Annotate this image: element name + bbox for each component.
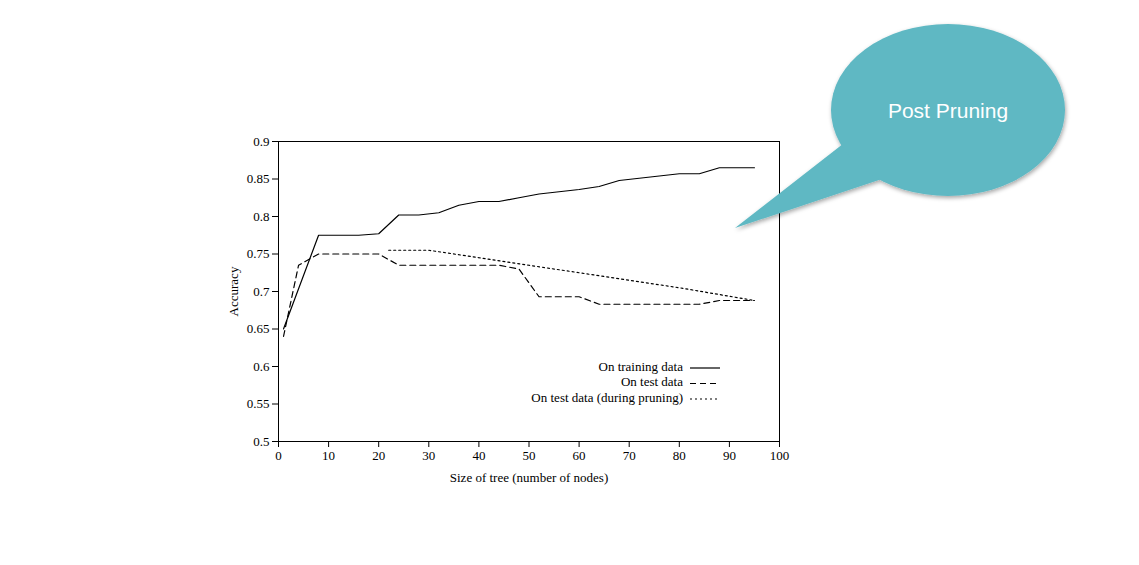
svg-text:Size of tree (number of nodes): Size of tree (number of nodes): [450, 470, 608, 485]
svg-text:On test data: On test data: [621, 374, 683, 389]
svg-text:0.75: 0.75: [247, 246, 270, 261]
svg-text:40: 40: [472, 448, 485, 463]
svg-text:0.55: 0.55: [247, 396, 270, 411]
svg-text:0.5: 0.5: [253, 434, 269, 449]
svg-text:20: 20: [372, 448, 385, 463]
svg-text:60: 60: [573, 448, 586, 463]
svg-text:10: 10: [322, 448, 335, 463]
svg-text:0.7: 0.7: [253, 284, 270, 299]
svg-text:90: 90: [723, 448, 736, 463]
svg-text:0: 0: [275, 448, 282, 463]
svg-text:100: 100: [770, 448, 790, 463]
svg-text:0.8: 0.8: [253, 209, 269, 224]
svg-text:0.65: 0.65: [247, 321, 270, 336]
svg-text:30: 30: [422, 448, 435, 463]
svg-text:70: 70: [623, 448, 636, 463]
svg-text:0.6: 0.6: [253, 359, 270, 374]
svg-text:On test data (during pruning): On test data (during pruning): [531, 390, 683, 405]
svg-text:Post Pruning: Post Pruning: [888, 99, 1008, 122]
svg-text:On training data: On training data: [599, 359, 684, 374]
svg-text:50: 50: [523, 448, 536, 463]
svg-text:0.85: 0.85: [247, 171, 270, 186]
svg-text:Accuracy: Accuracy: [226, 266, 241, 316]
svg-text:80: 80: [673, 448, 686, 463]
svg-text:0.9: 0.9: [253, 134, 269, 149]
